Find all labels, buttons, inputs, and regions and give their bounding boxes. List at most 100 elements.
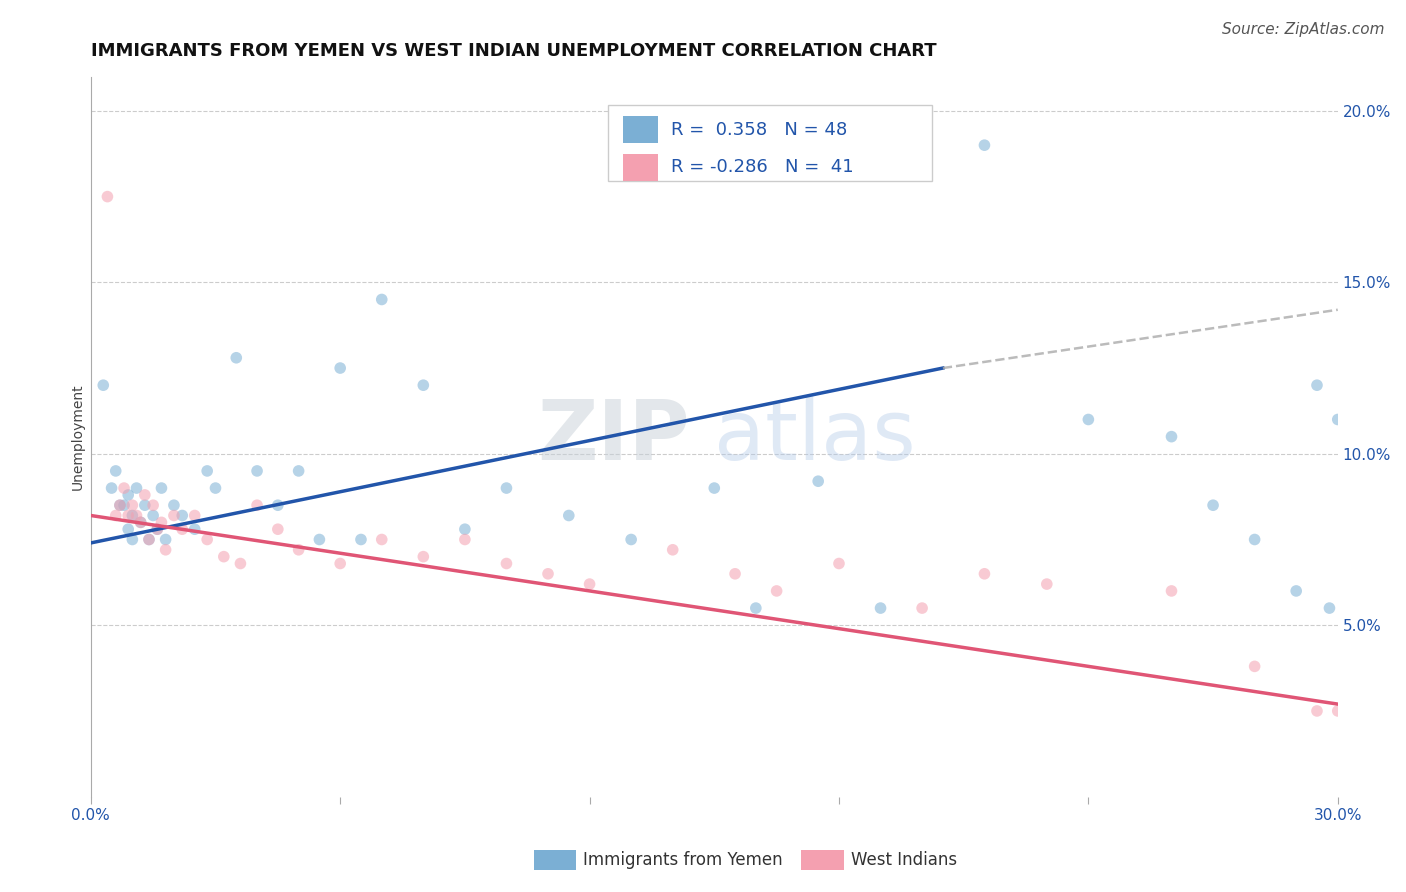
Point <box>1326 704 1348 718</box>
Point <box>661 542 683 557</box>
Point <box>117 508 139 523</box>
Point <box>329 557 352 571</box>
Point <box>1202 498 1225 512</box>
Point <box>371 293 394 307</box>
Point <box>371 533 394 547</box>
Point <box>155 533 177 547</box>
Point <box>869 601 891 615</box>
Point <box>1160 429 1182 443</box>
Point <box>1243 659 1265 673</box>
Text: West Indians: West Indians <box>851 851 956 869</box>
Point <box>117 522 139 536</box>
Point <box>104 464 127 478</box>
Point <box>267 498 290 512</box>
Point <box>724 566 747 581</box>
Point <box>454 533 477 547</box>
Point <box>125 481 148 495</box>
Point <box>745 601 768 615</box>
Point <box>121 508 143 523</box>
Point <box>146 522 169 536</box>
Point <box>100 481 122 495</box>
Point <box>112 498 135 512</box>
Point <box>138 533 160 547</box>
Point <box>195 464 218 478</box>
Bar <box>623 116 658 144</box>
Text: IMMIGRANTS FROM YEMEN VS WEST INDIAN UNEMPLOYMENT CORRELATION CHART: IMMIGRANTS FROM YEMEN VS WEST INDIAN UNE… <box>91 42 936 60</box>
Point <box>150 481 173 495</box>
Point <box>495 481 517 495</box>
Point <box>703 481 725 495</box>
Point <box>134 488 156 502</box>
Point <box>121 533 143 547</box>
Point <box>96 189 118 203</box>
Text: ZIP: ZIP <box>537 396 689 477</box>
Point <box>558 508 581 523</box>
Point <box>229 557 252 571</box>
Point <box>112 481 135 495</box>
Point <box>1306 378 1329 392</box>
Point <box>1077 412 1099 426</box>
Point <box>183 522 205 536</box>
Point <box>828 557 851 571</box>
Point <box>117 488 139 502</box>
Text: R =  0.358   N = 48: R = 0.358 N = 48 <box>671 120 846 138</box>
Point <box>1306 704 1329 718</box>
Point <box>495 557 517 571</box>
Text: Immigrants from Yemen: Immigrants from Yemen <box>583 851 783 869</box>
Point <box>142 498 165 512</box>
Point <box>204 481 226 495</box>
Point <box>246 498 269 512</box>
Point <box>1160 583 1182 598</box>
Bar <box>623 153 658 181</box>
Point <box>195 533 218 547</box>
Point <box>134 498 156 512</box>
Point <box>183 508 205 523</box>
Y-axis label: Unemployment: Unemployment <box>72 384 86 490</box>
Point <box>412 549 434 564</box>
Point <box>1243 533 1265 547</box>
Point <box>287 464 309 478</box>
Point <box>973 138 995 153</box>
Point <box>163 508 186 523</box>
Text: atlas: atlas <box>714 396 917 477</box>
Point <box>267 522 290 536</box>
Point <box>578 577 600 591</box>
Text: R = -0.286   N =  41: R = -0.286 N = 41 <box>671 159 853 177</box>
Text: Source: ZipAtlas.com: Source: ZipAtlas.com <box>1222 22 1385 37</box>
Point <box>150 516 173 530</box>
Point <box>1326 412 1348 426</box>
Point <box>329 361 352 376</box>
FancyBboxPatch shape <box>609 105 932 181</box>
Point <box>287 542 309 557</box>
Point <box>911 601 934 615</box>
Point <box>1036 577 1059 591</box>
Point <box>1285 583 1308 598</box>
Point <box>155 542 177 557</box>
Point <box>172 522 194 536</box>
Point <box>765 583 787 598</box>
Point <box>146 522 169 536</box>
Point <box>1319 601 1341 615</box>
Point <box>129 516 152 530</box>
Point <box>121 498 143 512</box>
Point <box>412 378 434 392</box>
Point <box>108 498 131 512</box>
Point <box>454 522 477 536</box>
Point <box>108 498 131 512</box>
Point <box>246 464 269 478</box>
Point <box>142 508 165 523</box>
Point <box>172 508 194 523</box>
Point <box>308 533 330 547</box>
Point <box>138 533 160 547</box>
Point <box>91 378 114 392</box>
Point <box>807 474 830 488</box>
Point <box>104 508 127 523</box>
Point <box>620 533 643 547</box>
Point <box>537 566 560 581</box>
Point <box>350 533 373 547</box>
Point <box>163 498 186 512</box>
Point <box>129 516 152 530</box>
Point <box>973 566 995 581</box>
Point <box>212 549 235 564</box>
Point <box>225 351 247 365</box>
